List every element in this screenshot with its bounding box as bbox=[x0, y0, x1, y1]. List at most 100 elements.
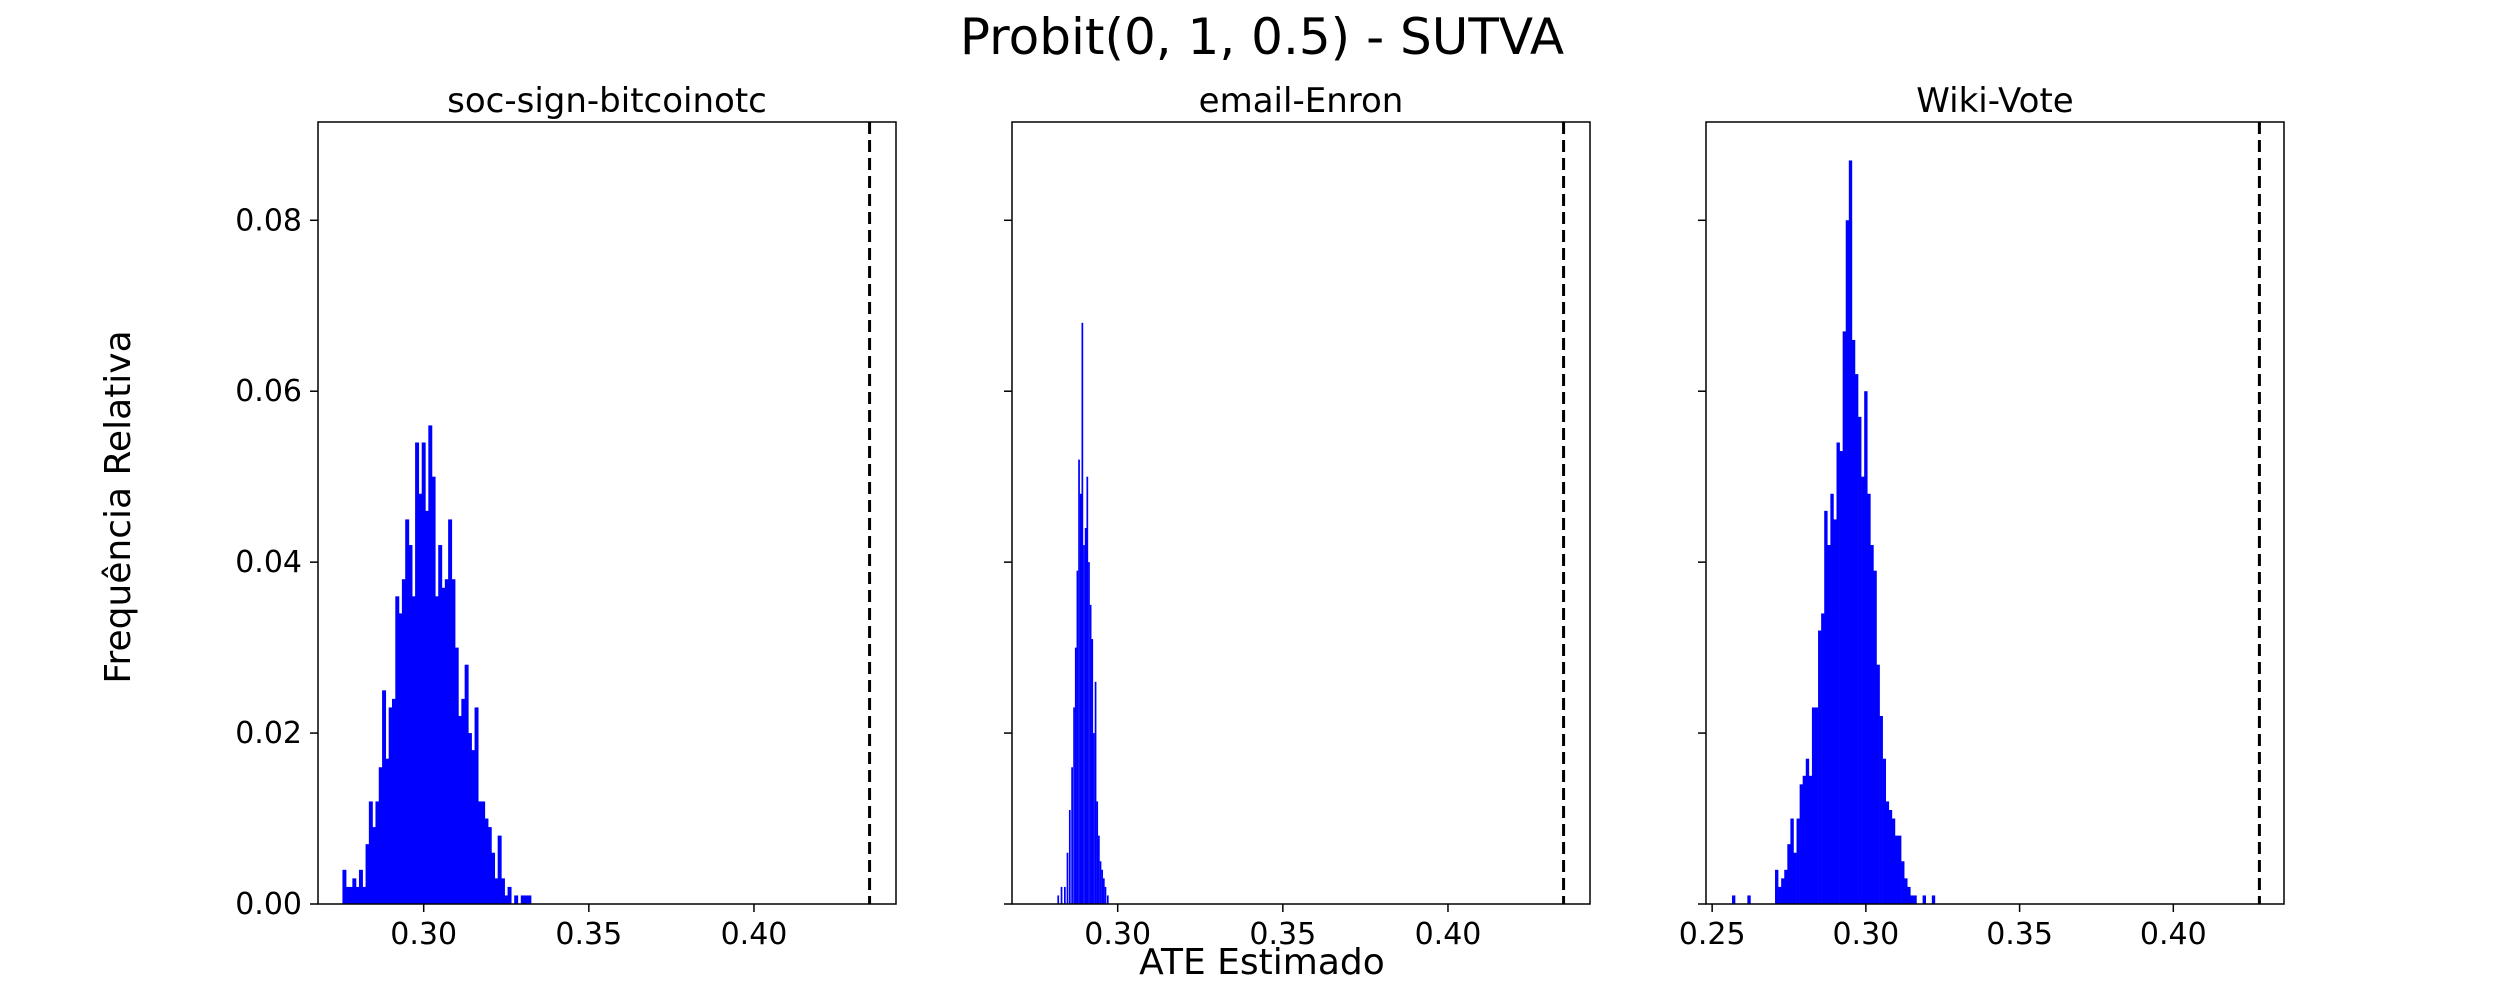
histogram-bar bbox=[527, 895, 532, 904]
histogram-bar bbox=[494, 878, 499, 904]
y-axis-label: Frequência Relativa bbox=[98, 330, 139, 683]
histogram-bar bbox=[428, 425, 433, 904]
x-tick-label: 0.40 bbox=[1415, 917, 1482, 952]
histogram-bar bbox=[405, 519, 410, 904]
histogram-bar bbox=[504, 895, 509, 904]
histogram-bar bbox=[345, 886, 350, 904]
histogram-bar bbox=[1066, 852, 1069, 904]
histogram-bar bbox=[507, 886, 512, 904]
histogram-bar bbox=[1818, 630, 1822, 904]
histogram-bar bbox=[1873, 570, 1877, 904]
histogram-bar bbox=[1870, 545, 1874, 904]
histogram-bar bbox=[401, 579, 406, 904]
histogram-bar bbox=[497, 835, 502, 904]
histogram-bar bbox=[1922, 895, 1926, 904]
plot-frame bbox=[317, 121, 897, 905]
subplot-wiki-vote: 0.25 0.30 0.35 0.40 Wiki-Vote bbox=[1679, 81, 2285, 952]
histogram-bar bbox=[1063, 886, 1066, 904]
histogram-bar bbox=[1904, 878, 1908, 904]
histogram-bar bbox=[1096, 801, 1099, 904]
histogram-bar bbox=[1106, 895, 1109, 904]
histogram-bar bbox=[362, 886, 367, 904]
histogram-bar bbox=[1833, 519, 1837, 904]
histogram-bar bbox=[474, 707, 479, 904]
histogram-bar bbox=[411, 596, 416, 904]
histogram-bar bbox=[418, 493, 423, 904]
histogram-bar bbox=[368, 801, 373, 904]
histogram-bar bbox=[1104, 886, 1107, 904]
histogram-bar bbox=[441, 587, 446, 904]
figure-title: Probit(0, 1, 0.5) - SUTVA bbox=[960, 8, 1564, 66]
x-tick-label: 0.30 bbox=[1832, 917, 1899, 952]
histogram-bar bbox=[520, 895, 525, 904]
histogram-bar bbox=[471, 750, 476, 904]
subplot-title: Wiki-Vote bbox=[1916, 81, 2073, 121]
histogram-bar bbox=[1839, 451, 1843, 904]
histogram-bar bbox=[1060, 886, 1063, 904]
histogram-bar bbox=[1089, 604, 1092, 904]
histogram-bar bbox=[1083, 545, 1085, 904]
histogram-bar bbox=[484, 818, 489, 904]
histogram-bar bbox=[448, 519, 453, 904]
histogram-bar bbox=[491, 852, 496, 904]
histogram-bar bbox=[438, 545, 443, 904]
histogram-bar bbox=[1845, 220, 1850, 904]
histogram-bar bbox=[415, 442, 420, 904]
histogram-bar bbox=[1808, 775, 1813, 904]
histogram-bar bbox=[1851, 339, 1856, 904]
histogram-bar bbox=[524, 895, 529, 904]
x-axis-label: ATE Estimado bbox=[1139, 942, 1385, 983]
histogram-bar bbox=[408, 545, 413, 904]
subplot-title: soc-sign-bitcoinotc bbox=[447, 81, 767, 121]
histogram-bar bbox=[1802, 775, 1807, 904]
histogram-bar bbox=[467, 733, 472, 904]
histogram-bar bbox=[464, 664, 469, 904]
histogram-bar bbox=[1784, 869, 1788, 904]
histogram-bar bbox=[421, 442, 426, 904]
histogram-bar bbox=[1827, 545, 1831, 904]
histogram-bar bbox=[487, 827, 492, 904]
histogram-bar bbox=[461, 698, 466, 904]
histogram-bar bbox=[1861, 476, 1865, 904]
histogram-bar bbox=[1747, 895, 1751, 904]
histogram-bar bbox=[1091, 639, 1094, 904]
y-tick-label: 0.00 bbox=[235, 887, 302, 922]
histogram-bar bbox=[1081, 322, 1084, 905]
histogram-bar bbox=[1775, 869, 1779, 904]
histogram-bar bbox=[1864, 391, 1868, 905]
histogram-bar bbox=[1824, 510, 1828, 904]
x-tick-label: 0.35 bbox=[555, 917, 622, 952]
x-tick-label: 0.25 bbox=[1679, 917, 1746, 952]
histogram-bar bbox=[349, 886, 354, 904]
histogram-bar bbox=[500, 878, 505, 904]
y-tick-label: 0.06 bbox=[235, 374, 302, 409]
x-tick-label: 0.30 bbox=[1084, 917, 1151, 952]
histogram-bar bbox=[1913, 895, 1917, 904]
histogram-bar bbox=[388, 707, 393, 904]
histogram-bar bbox=[1079, 493, 1082, 904]
histogram-bar bbox=[1076, 570, 1079, 904]
histogram-bar bbox=[1778, 886, 1782, 904]
histogram-bar bbox=[1093, 733, 1095, 904]
plot-frame bbox=[1705, 121, 2285, 905]
histogram-bar bbox=[458, 715, 462, 904]
histogram-bar bbox=[1901, 861, 1905, 904]
histogram-bar bbox=[1821, 613, 1825, 904]
histogram-bar bbox=[1931, 895, 1936, 904]
histogram-bar bbox=[1731, 895, 1736, 904]
histogram-bar bbox=[391, 698, 396, 904]
histogram-bar bbox=[398, 613, 403, 904]
histogram-bar bbox=[477, 801, 482, 904]
histogram-bar bbox=[1088, 562, 1090, 904]
histogram-bar bbox=[395, 596, 400, 904]
histogram-bar bbox=[1793, 852, 1797, 904]
histogram-bar bbox=[342, 869, 347, 904]
histogram-bar bbox=[1894, 835, 1899, 904]
histogram-bar bbox=[431, 476, 436, 904]
histogram-bar bbox=[372, 827, 377, 904]
histogram-bar bbox=[358, 869, 363, 904]
subplot-email-enron: 0.30 0.35 0.40 email-Enron bbox=[1004, 81, 1591, 952]
histogram-bar bbox=[1796, 818, 1800, 904]
histogram-bar bbox=[1842, 331, 1847, 904]
